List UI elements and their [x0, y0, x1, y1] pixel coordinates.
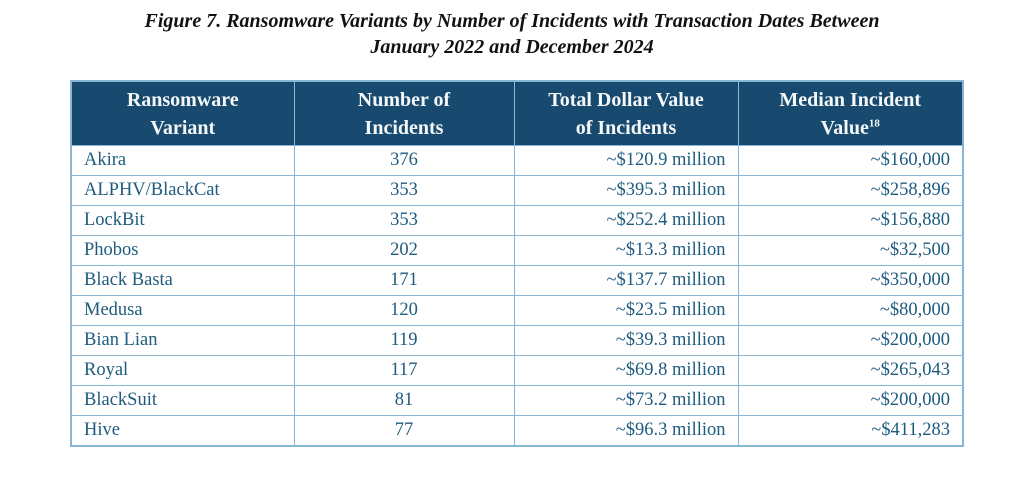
- table-row: Royal 117 ~$69.8 million ~$265,043: [70, 355, 964, 386]
- col-header-total-dollar-value: Total Dollar Value of Incidents: [513, 80, 739, 146]
- figure-title-line1: Figure 7. Ransomware Variants by Number …: [144, 10, 880, 32]
- header-line: Value: [820, 116, 869, 139]
- variant-cell: Hive: [70, 415, 295, 447]
- median-incident-value-cell: ~$80,000: [737, 295, 964, 326]
- table-row: ALPHV/BlackCat 353 ~$395.3 million ~$258,89…: [70, 175, 964, 206]
- median-incident-value-cell: ~$200,000: [737, 385, 964, 416]
- header-line: of Incidents: [575, 116, 677, 139]
- total-dollar-value-cell: ~$39.3 million: [513, 325, 739, 356]
- table-row: Medusa 120 ~$23.5 million ~$80,000: [70, 295, 964, 326]
- header-line: Number of: [357, 88, 451, 111]
- variant-cell: Medusa: [70, 295, 295, 326]
- median-incident-value-cell: ~$411,283: [737, 415, 964, 447]
- table-row: BlackSuit 81 ~$73.2 million ~$200,000: [70, 385, 964, 416]
- header-line: Incidents: [364, 116, 444, 139]
- total-dollar-value-cell: ~$120.9 million: [513, 145, 739, 176]
- table-row: Bian Lian 119 ~$39.3 million ~$200,000: [70, 325, 964, 356]
- total-dollar-value-cell: ~$395.3 million: [513, 175, 739, 206]
- variant-cell: Royal: [70, 355, 295, 386]
- header-line: Ransomware: [126, 88, 239, 111]
- incidents-count-cell: 119: [293, 325, 515, 356]
- incidents-count-cell: 353: [293, 175, 515, 206]
- variant-cell: ALPHV/BlackCat: [70, 175, 295, 206]
- incidents-count-cell: 117: [293, 355, 515, 386]
- total-dollar-value-cell: ~$73.2 million: [513, 385, 739, 416]
- median-incident-value-cell: ~$32,500: [737, 235, 964, 266]
- figure-title: Figure 7. Ransomware Variants by Number …: [0, 8, 1024, 60]
- header-line: Total Dollar Value: [548, 88, 704, 111]
- variant-cell: Phobos: [70, 235, 295, 266]
- total-dollar-value-cell: ~$69.8 million: [513, 355, 739, 386]
- footnote-marker: 18: [868, 116, 880, 129]
- incidents-count-cell: 77: [293, 415, 515, 447]
- median-incident-value-cell: ~$160,000: [737, 145, 964, 176]
- table-row: Phobos 202 ~$13.3 million ~$32,500: [70, 235, 964, 266]
- total-dollar-value-cell: ~$137.7 million: [513, 265, 739, 296]
- variant-cell: Bian Lian: [70, 325, 295, 356]
- variant-cell: Black Basta: [70, 265, 295, 296]
- incidents-count-cell: 202: [293, 235, 515, 266]
- variant-cell: BlackSuit: [70, 385, 295, 416]
- table-row: Akira 376 ~$120.9 million ~$160,000: [70, 145, 964, 176]
- variant-cell: LockBit: [70, 205, 295, 236]
- header-line: Median Incident: [779, 88, 922, 111]
- ransomware-incidents-table: Ransomware Variant Number of Incidents T…: [70, 80, 964, 447]
- total-dollar-value-cell: ~$23.5 million: [513, 295, 739, 326]
- figure-title-line2: January 2022 and December 2024: [370, 36, 654, 58]
- median-incident-value-cell: ~$156,880: [737, 205, 964, 236]
- total-dollar-value-cell: ~$96.3 million: [513, 415, 739, 447]
- incidents-count-cell: 120: [293, 295, 515, 326]
- table-row: Hive 77 ~$96.3 million ~$411,283: [70, 415, 964, 447]
- header-row: Ransomware Variant Number of Incidents T…: [70, 80, 964, 146]
- incidents-count-cell: 81: [293, 385, 515, 416]
- incidents-count-cell: 376: [293, 145, 515, 176]
- median-incident-value-cell: ~$265,043: [737, 355, 964, 386]
- col-header-median-incident-value: Median Incident Value18: [737, 80, 964, 146]
- variant-cell: Akira: [70, 145, 295, 176]
- incidents-count-cell: 353: [293, 205, 515, 236]
- col-header-ransomware-variant: Ransomware Variant: [70, 80, 295, 146]
- table-row: LockBit 353 ~$252.4 million ~$156,880: [70, 205, 964, 236]
- median-incident-value-cell: ~$200,000: [737, 325, 964, 356]
- incidents-count-cell: 171: [293, 265, 515, 296]
- table-row: Black Basta 171 ~$137.7 million ~$350,000: [70, 265, 964, 296]
- header-line: Variant: [150, 116, 216, 139]
- total-dollar-value-cell: ~$252.4 million: [513, 205, 739, 236]
- col-header-number-of-incidents: Number of Incidents: [293, 80, 515, 146]
- total-dollar-value-cell: ~$13.3 million: [513, 235, 739, 266]
- median-incident-value-cell: ~$350,000: [737, 265, 964, 296]
- median-incident-value-cell: ~$258,896: [737, 175, 964, 206]
